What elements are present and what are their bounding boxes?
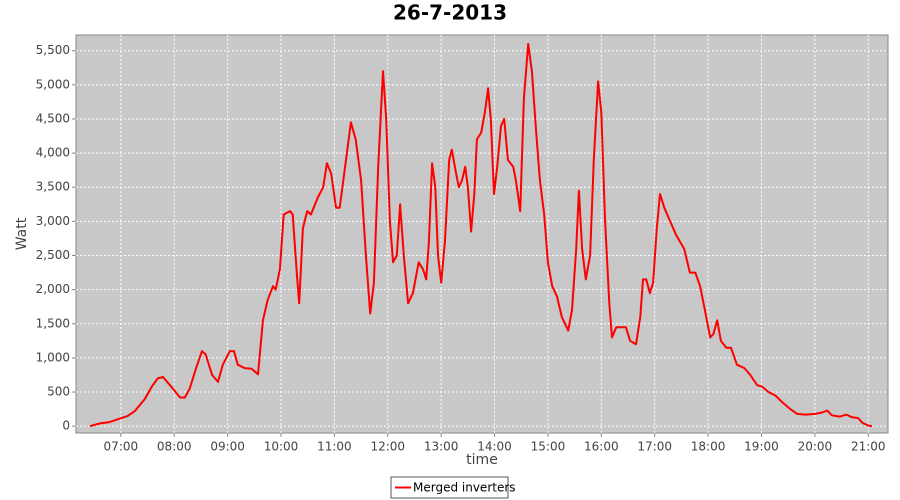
x-tick-label: 18:00 [691, 440, 726, 454]
x-tick-label: 19:00 [744, 440, 779, 454]
y-tick-label: 3,500 [36, 180, 70, 194]
x-tick-label: 21:00 [851, 440, 886, 454]
x-tick-label: 10:00 [264, 440, 299, 454]
y-tick-label: 5,500 [36, 43, 70, 57]
y-tick-label: 4,500 [36, 111, 70, 125]
y-tick-label: 500 [47, 385, 70, 399]
chart-title: 26-7-2013 [393, 1, 507, 25]
y-axis-label: Watt [14, 217, 30, 250]
x-tick-label: 11:00 [317, 440, 352, 454]
legend-label: Merged inverters [413, 481, 516, 495]
y-tick-label: 3,000 [36, 214, 70, 228]
x-tick-label: 07:00 [104, 440, 139, 454]
x-tick-label: 12:00 [370, 440, 405, 454]
y-tick-label: 0 [62, 419, 70, 433]
x-tick-label: 08:00 [157, 440, 192, 454]
plot-area [75, 34, 889, 434]
x-tick-label: 17:00 [637, 440, 672, 454]
y-tick-label: 4,000 [36, 146, 70, 160]
y-tick-label: 1,000 [36, 350, 70, 364]
x-tick-label: 15:00 [531, 440, 566, 454]
x-tick-label: 16:00 [584, 440, 619, 454]
x-tick-label: 09:00 [210, 440, 245, 454]
y-tick-label: 5,000 [36, 77, 70, 91]
y-tick-label: 1,500 [36, 316, 70, 330]
legend-box [390, 476, 509, 499]
x-tick-label: 13:00 [424, 440, 459, 454]
y-tick-label: 2,500 [36, 248, 70, 262]
x-axis-label: time [466, 452, 498, 468]
line-series [89, 42, 873, 428]
x-tick-label: 14:00 [477, 440, 512, 454]
x-tick-label: 20:00 [798, 440, 833, 454]
y-tick-label: 2,000 [36, 282, 70, 296]
